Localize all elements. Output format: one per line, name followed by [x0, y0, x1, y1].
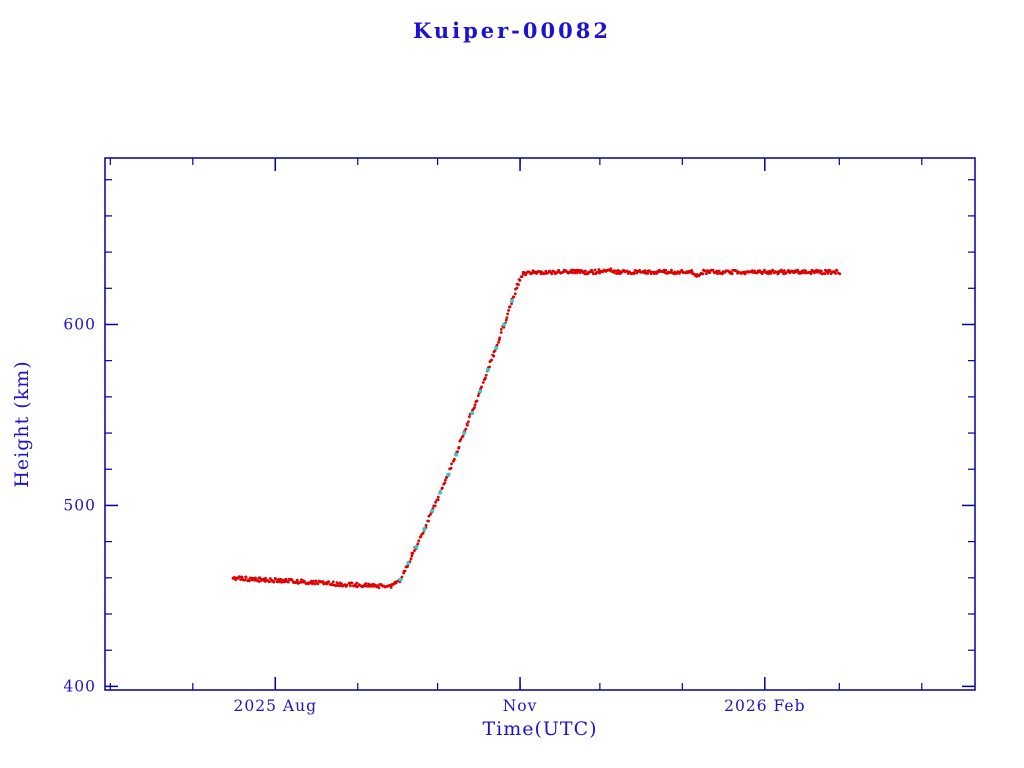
chart-title: Kuiper-00082	[413, 18, 611, 43]
x-tick-label: 2025 Aug	[234, 697, 317, 715]
x-tick-label: Nov	[503, 697, 538, 715]
x-tick-label: 2026 Feb	[724, 697, 805, 715]
series-maneuver-cyan	[398, 299, 515, 582]
y-tick-label: 600	[63, 315, 96, 333]
x-axis-label: Time(UTC)	[482, 718, 598, 740]
y-tick-label: 400	[63, 677, 96, 695]
plot-frame	[104, 157, 976, 691]
y-tick-label: 500	[63, 496, 96, 514]
series-height-red	[231, 267, 842, 590]
